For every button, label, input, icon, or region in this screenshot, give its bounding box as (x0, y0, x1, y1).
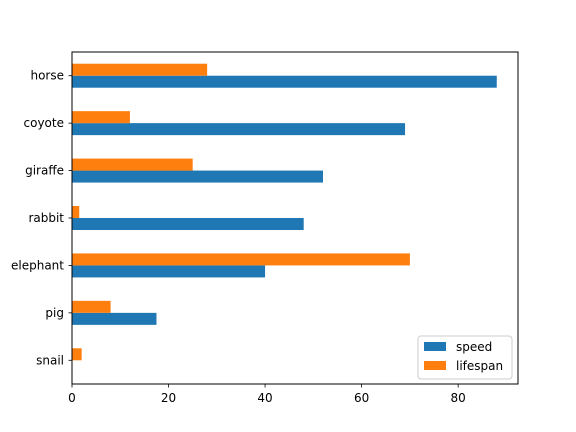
x-tick-label-40: 40 (257, 391, 272, 405)
y-tick-label-elephant: elephant (11, 258, 64, 272)
bar-lifespan-giraffe (72, 158, 193, 171)
bars-layer (72, 63, 497, 373)
bar-speed-coyote (72, 123, 406, 136)
legend: speed lifespan (417, 335, 513, 380)
bar-lifespan-elephant (72, 253, 410, 266)
y-tick-label-pig: pig (45, 306, 64, 320)
legend-swatch-lifespan (424, 361, 446, 370)
y-tick-label-rabbit: rabbit (28, 211, 64, 225)
y-axis: snail pig elephant rabbit giraffe coyote horse (11, 69, 72, 367)
bar-lifespan-pig (72, 300, 111, 313)
x-tick-label-0: 0 (68, 391, 76, 405)
y-tick-label-giraffe: giraffe (25, 164, 64, 178)
x-tick-label-60: 60 (354, 391, 369, 405)
legend-swatch-speed (424, 342, 446, 351)
y-tick-label-coyote: coyote (24, 116, 64, 130)
x-tick-label-20: 20 (161, 391, 176, 405)
x-axis: 0 20 40 60 80 (68, 384, 466, 405)
bar-lifespan-rabbit (72, 206, 80, 218)
bar-lifespan-horse (72, 63, 208, 76)
y-tick-label-snail: snail (36, 353, 64, 367)
legend-label-lifespan: lifespan (456, 359, 503, 373)
bar-lifespan-snail (72, 348, 82, 361)
legend-label-speed: speed (456, 340, 492, 354)
bar-speed-horse (72, 75, 497, 88)
y-tick-label-horse: horse (30, 69, 64, 83)
bar-lifespan-coyote (72, 111, 130, 124)
bar-speed-rabbit (72, 218, 304, 230)
x-tick-label-80: 80 (451, 391, 466, 405)
bar-speed-giraffe (72, 170, 323, 183)
bar-speed-elephant (72, 265, 266, 278)
bar-speed-pig (72, 312, 157, 325)
